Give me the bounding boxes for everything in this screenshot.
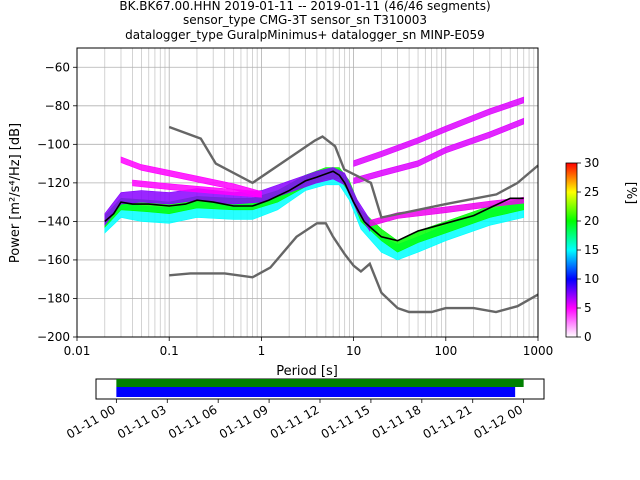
- x-axis-label: Period [s]: [276, 364, 338, 379]
- figure-title-line-3: datalogger_type GuralpMinimus+ datalogge…: [125, 28, 485, 42]
- colorbar-tick-label: 20: [584, 214, 599, 228]
- colorbar-label: [%]: [623, 182, 638, 205]
- y-axis-label: Power [m²/s⁴/Hz] [dB]: [8, 123, 23, 263]
- colorbar-ticks: 0 5 10 15 20 25 30: [577, 156, 599, 344]
- y-tick-label: −200: [37, 330, 70, 344]
- nhnm-line: [168, 125, 539, 219]
- mode-line-path: [104, 170, 524, 242]
- y-tick-label: −140: [37, 214, 70, 228]
- timeline-tick-label: 01-11 15: [319, 402, 373, 441]
- x-tick-label: 10: [346, 344, 361, 358]
- timeline-tick-label: 01-12 00: [471, 402, 525, 441]
- colorbar: 0 5 10 15 20 25 30 [%]: [565, 156, 638, 344]
- colorbar-scale: [565, 162, 578, 338]
- timeline-tick-label: 01-11 12: [268, 402, 322, 441]
- density-band-long-period-magenta-b: [353, 117, 524, 185]
- coverage-bar-blue: [116, 387, 516, 397]
- x-axis-ticks: 0.01 0.1 1 10 100 1000: [64, 337, 554, 358]
- colorbar-tick-label: 30: [584, 156, 599, 170]
- timeline-tick-label: 01-11 00: [64, 402, 118, 441]
- colorbar-tick-label: 25: [584, 185, 599, 199]
- x-tick-label: 100: [434, 344, 457, 358]
- nlnm-line: [169, 222, 539, 314]
- y-tick-label: −80: [45, 99, 70, 113]
- x-tick-label: 0.1: [160, 344, 179, 358]
- psd-plot-area: 0.01 0.1 1 10 100 1000 −200 −180 −160 −140 −120 −1…: [37, 47, 554, 358]
- coverage-bar-green: [116, 379, 524, 387]
- x-tick-label: 1000: [523, 344, 554, 358]
- colorbar-tick-label: 5: [584, 301, 592, 315]
- plot-frame: [76, 47, 539, 338]
- x-tick-label: 1: [258, 344, 266, 358]
- colorbar-tick-label: 15: [584, 243, 599, 257]
- timeline-tick-label: 01-11 21: [421, 402, 475, 441]
- timeline-tick-label: 01-11 09: [217, 402, 271, 441]
- mode-line: [104, 170, 524, 242]
- y-tick-label: −60: [45, 60, 70, 74]
- y-axis-ticks: −200 −180 −160 −140 −120 −100 −80 −60: [37, 60, 77, 344]
- y-tick-label: −160: [37, 253, 70, 267]
- colorbar-tick-label: 10: [584, 272, 599, 286]
- figure-title-line-1: BK.BK67.00.HHN 2019-01-11 -- 2019-01-11 …: [119, 0, 490, 13]
- x-tick-label: 0.01: [64, 344, 91, 358]
- colorbar-tick-label: 0: [584, 330, 592, 344]
- y-tick-label: −100: [37, 137, 70, 151]
- figure-title-line-2: sensor_type CMG-3T sensor_sn T310003: [183, 13, 427, 27]
- y-tick-label: −120: [37, 176, 70, 190]
- timeline-tick-label: 01-11 06: [166, 402, 220, 441]
- y-tick-label: −180: [37, 291, 70, 305]
- noise-model-lines: [168, 125, 539, 314]
- timeline-tick-label: 01-11 03: [115, 402, 169, 441]
- timeline-tick-label: 01-11 18: [370, 402, 424, 441]
- density-band-long-period-magenta-a: [353, 96, 524, 167]
- density-band-upper-magenta-b: [132, 179, 262, 198]
- density-band-long-period-magenta-c: [369, 196, 524, 227]
